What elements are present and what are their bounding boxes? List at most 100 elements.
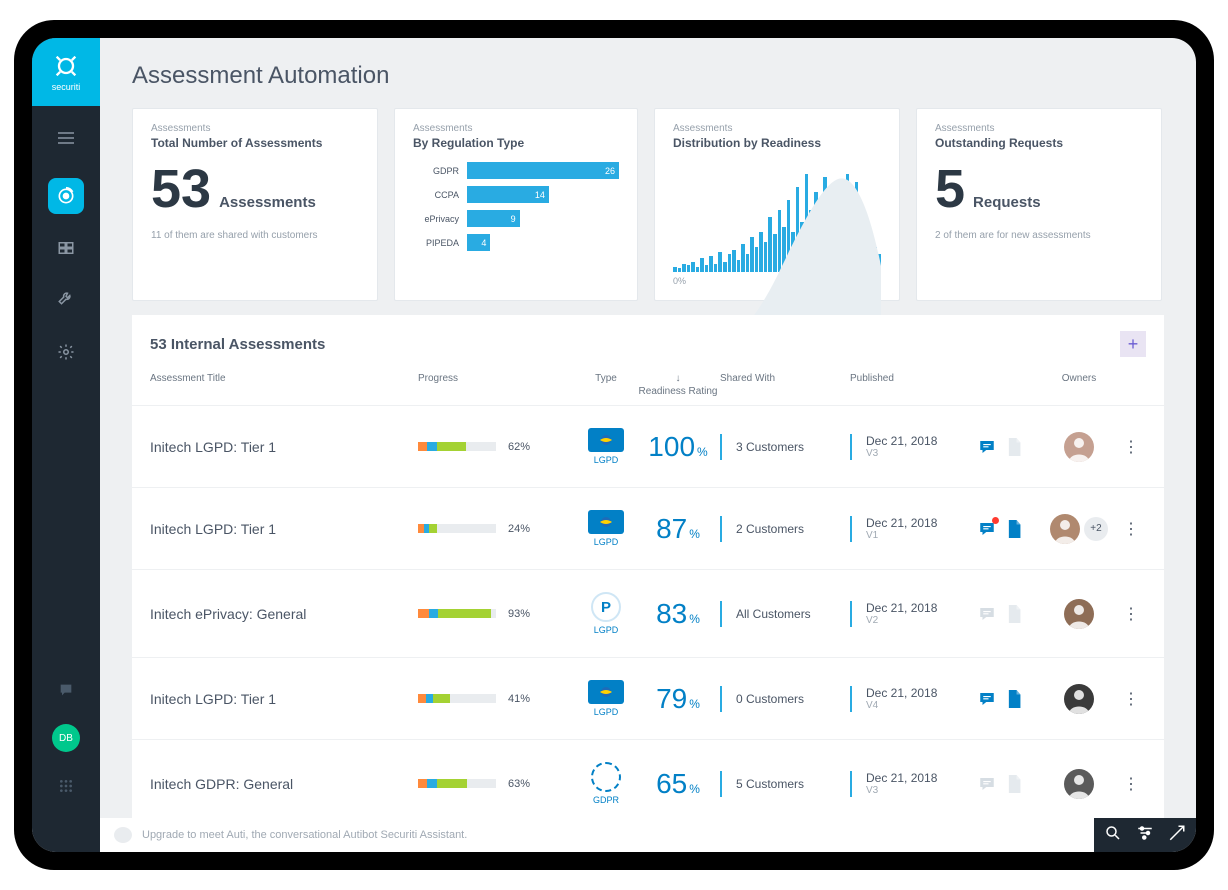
chat-hint[interactable]: Upgrade to meet Auti, the conversational… (100, 818, 1094, 852)
distribution-bar (696, 267, 700, 272)
comment-icon[interactable] (978, 775, 996, 793)
assessment-title: Initech LGPD: Tier 1 (150, 691, 418, 707)
row-actions (978, 775, 1042, 793)
readiness-rating: 79% (636, 683, 720, 715)
hbar-fill: 14 (467, 186, 549, 203)
file-icon[interactable] (1006, 690, 1024, 708)
card-title: By Regulation Type (413, 136, 619, 150)
row-menu-icon[interactable]: ⋮ (1116, 774, 1146, 794)
comment-icon[interactable] (978, 438, 996, 456)
owner-avatar[interactable] (1064, 432, 1094, 462)
col-progress[interactable]: Progress (418, 373, 576, 397)
file-icon[interactable] (1006, 520, 1024, 538)
table-row[interactable]: Initech ePrivacy: General 93% P LGPD 83%… (132, 569, 1164, 657)
owners-cell (1042, 769, 1116, 799)
progress-pct: 63% (508, 778, 530, 790)
device-frame: securiti DB Assessment Automation (14, 20, 1214, 870)
file-icon[interactable] (1006, 605, 1024, 623)
menu-toggle-icon[interactable] (52, 124, 80, 152)
hbar-value: 26 (605, 166, 615, 176)
owner-avatar[interactable] (1050, 514, 1080, 544)
distribution-bar (841, 202, 845, 272)
col-owners[interactable]: Owners (1042, 373, 1116, 397)
owner-avatar[interactable] (1064, 769, 1094, 799)
col-rating[interactable]: ↓ Readiness Rating (636, 373, 720, 397)
nav-chat[interactable] (48, 672, 84, 708)
progress-bar (418, 524, 496, 533)
row-menu-icon[interactable]: ⋮ (1116, 519, 1146, 539)
owner-avatar[interactable] (1064, 599, 1094, 629)
nav-apps[interactable] (48, 768, 84, 804)
assessment-title: Initech LGPD: Tier 1 (150, 521, 418, 537)
col-title[interactable]: Assessment Title (150, 373, 418, 397)
row-menu-icon[interactable]: ⋮ (1116, 604, 1146, 624)
regulation-bar-row: PIPEDA 4 (413, 234, 619, 251)
hbar-fill: 9 (467, 210, 520, 227)
logo-icon (52, 52, 80, 80)
progress-pct: 41% (508, 693, 530, 705)
owners-more[interactable]: +2 (1084, 517, 1108, 541)
nav-data[interactable] (48, 230, 84, 266)
owners-cell (1042, 432, 1116, 462)
table-row[interactable]: Initech LGPD: Tier 1 62% LGPD 100% 3 Cus… (132, 405, 1164, 487)
table-row[interactable]: Initech LGPD: Tier 1 41% LGPD 79% 0 Cust… (132, 657, 1164, 739)
distribution-axis: 0% 100% (673, 276, 881, 286)
brand-logo[interactable]: securiti (32, 38, 100, 106)
user-avatar-badge[interactable]: DB (52, 724, 80, 752)
page-title: Assessment Automation (100, 38, 1196, 108)
owner-avatar[interactable] (1064, 684, 1094, 714)
main-content: Assessment Automation Assessments Total … (100, 38, 1196, 852)
distribution-bar (700, 258, 704, 272)
comment-icon[interactable] (978, 690, 996, 708)
hbar-track: 9 (467, 210, 619, 227)
hbar-value: 9 (511, 214, 516, 224)
readiness-rating: 87% (636, 513, 720, 545)
distribution-bar (796, 187, 800, 272)
shared-with: 3 Customers (720, 434, 850, 460)
regulation-bar-row: CCPA 14 (413, 186, 619, 203)
type-cell: GDPR (576, 762, 636, 805)
comment-icon[interactable] (978, 520, 996, 538)
owners-cell (1042, 599, 1116, 629)
progress-bar (418, 779, 496, 788)
distribution-bar (755, 247, 759, 272)
row-menu-icon[interactable]: ⋮ (1116, 689, 1146, 709)
add-assessment-button[interactable]: + (1120, 331, 1146, 357)
outstanding-suffix: Requests (973, 194, 1041, 211)
search-icon[interactable] (1104, 824, 1122, 847)
summary-cards: Assessments Total Number of Assessments … (100, 108, 1196, 315)
published-cell: Dec 21, 2018V1 (850, 516, 978, 542)
progress-cell: 62% (418, 441, 576, 453)
type-label: LGPD (594, 537, 619, 547)
comment-icon[interactable] (978, 605, 996, 623)
nav-assessments[interactable] (48, 178, 84, 214)
nav-tools[interactable] (48, 282, 84, 318)
row-menu-icon[interactable]: ⋮ (1116, 437, 1146, 457)
table-row[interactable]: Initech GDPR: General 63% GDPR 65% 5 Cus… (132, 739, 1164, 827)
distribution-bar (823, 177, 827, 272)
card-label: Assessments (935, 123, 1143, 134)
file-icon[interactable] (1006, 775, 1024, 793)
col-type[interactable]: Type (576, 373, 636, 397)
distribution-bar (859, 220, 863, 272)
progress-bar (418, 609, 496, 618)
type-cell: LGPD (576, 428, 636, 465)
type-cell: LGPD (576, 680, 636, 717)
hbar-track: 4 (467, 234, 619, 251)
distribution-bar (805, 174, 809, 272)
card-title: Distribution by Readiness (673, 136, 881, 150)
assessments-table: 53 Internal Assessments + Assessment Tit… (132, 315, 1164, 852)
col-shared[interactable]: Shared With (720, 373, 850, 397)
distribution-bar (678, 268, 682, 272)
shared-with: 0 Customers (720, 686, 850, 712)
expand-icon[interactable] (1168, 824, 1186, 847)
distribution-bar (691, 262, 695, 272)
axis-max: 100% (858, 276, 881, 286)
filter-icon[interactable] (1136, 824, 1154, 847)
nav-settings[interactable] (48, 334, 84, 370)
col-published[interactable]: Published (850, 373, 978, 397)
table-title: 53 Internal Assessments (150, 336, 325, 353)
table-row[interactable]: Initech LGPD: Tier 1 24% LGPD 87% 2 Cust… (132, 487, 1164, 569)
file-icon[interactable] (1006, 438, 1024, 456)
regulation-bar-row: ePrivacy 9 (413, 210, 619, 227)
